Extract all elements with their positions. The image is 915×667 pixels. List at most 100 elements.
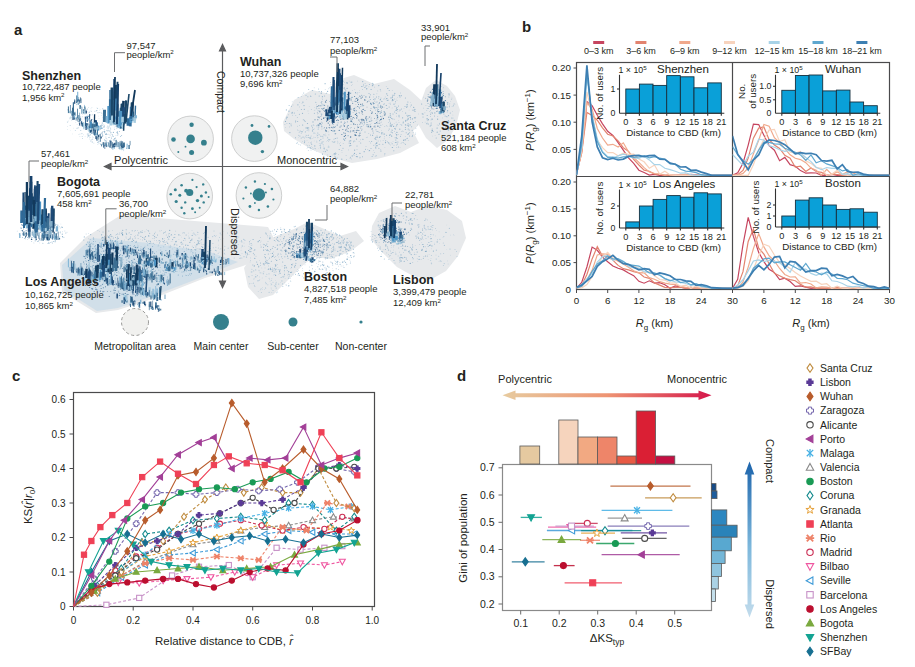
- svg-text:b: b: [522, 18, 531, 35]
- svg-text:9,696 km2: 9,696 km2: [240, 78, 283, 89]
- svg-text:0.7: 0.7: [480, 461, 495, 473]
- svg-text:Polycentric: Polycentric: [114, 154, 168, 166]
- svg-text:0.4: 0.4: [186, 615, 200, 626]
- svg-text:0–3 km: 0–3 km: [584, 46, 614, 56]
- svg-text:15–18 km: 15–18 km: [798, 46, 838, 56]
- svg-text:No. of users: No. of users: [594, 67, 605, 120]
- svg-text:0.2: 0.2: [52, 532, 66, 543]
- svg-text:1 × 105: 1 × 105: [619, 64, 648, 75]
- svg-text:d: d: [457, 367, 466, 384]
- svg-text:0.5: 0.5: [759, 95, 771, 105]
- svg-text:Rio: Rio: [820, 532, 836, 544]
- svg-text:12: 12: [633, 295, 644, 306]
- svg-text:Wuhan: Wuhan: [820, 390, 853, 402]
- svg-text:0: 0: [60, 601, 66, 612]
- svg-text:2: 2: [767, 200, 772, 210]
- svg-text:9: 9: [820, 117, 825, 127]
- svg-text:12: 12: [675, 232, 685, 242]
- svg-text:0.3: 0.3: [52, 498, 66, 509]
- svg-text:3: 3: [793, 231, 798, 241]
- svg-text:30: 30: [884, 295, 895, 306]
- svg-text:Malaga: Malaga: [820, 447, 855, 459]
- svg-text:Metropolitan area: Metropolitan area: [94, 340, 176, 352]
- svg-text:3–6 km: 3–6 km: [626, 46, 656, 56]
- svg-text:1: 1: [611, 84, 616, 94]
- svg-text:0: 0: [566, 284, 572, 295]
- svg-text:Atlanta: Atlanta: [820, 518, 853, 530]
- svg-text:0.5: 0.5: [52, 429, 66, 440]
- svg-text:Compact: Compact: [215, 71, 227, 113]
- svg-text:0.3: 0.3: [480, 570, 495, 582]
- svg-text:10,162,725 people: 10,162,725 people: [25, 289, 104, 300]
- svg-text:1 × 105: 1 × 105: [619, 179, 648, 190]
- svg-text:Distance to CBD (km): Distance to CBD (km): [626, 127, 721, 138]
- svg-text:Porto: Porto: [820, 433, 845, 445]
- svg-text:3: 3: [637, 117, 642, 127]
- svg-text:0.6: 0.6: [52, 394, 66, 405]
- svg-text:0: 0: [779, 117, 784, 127]
- svg-text:Distance to CBD (km): Distance to CBD (km): [782, 241, 877, 252]
- svg-text:458 km2: 458 km2: [57, 198, 92, 209]
- svg-text:9–12 km: 9–12 km: [712, 46, 747, 56]
- svg-text:Distance to CBD (km): Distance to CBD (km): [626, 242, 721, 253]
- svg-text:Seville: Seville: [820, 574, 851, 586]
- svg-text:Shenzhen: Shenzhen: [657, 63, 709, 75]
- svg-text:1: 1: [767, 211, 772, 221]
- svg-text:18: 18: [821, 295, 832, 306]
- svg-text:3: 3: [793, 117, 798, 127]
- svg-text:c: c: [12, 367, 20, 384]
- svg-text:Monocentric: Monocentric: [277, 154, 337, 166]
- svg-text:0.2: 0.2: [552, 617, 567, 629]
- svg-text:Santa Cruz: Santa Cruz: [820, 362, 873, 374]
- svg-text:0: 0: [767, 108, 772, 118]
- svg-text:0.1: 0.1: [52, 567, 66, 578]
- svg-text:Lisbon: Lisbon: [820, 376, 851, 388]
- svg-text:No.: No.: [736, 84, 747, 99]
- svg-text:Los Angeles: Los Angeles: [820, 603, 877, 615]
- svg-text:0.8: 0.8: [306, 615, 320, 626]
- svg-text:18: 18: [859, 231, 869, 241]
- svg-text:15: 15: [845, 231, 855, 241]
- svg-text:0: 0: [611, 108, 616, 118]
- svg-text:24: 24: [696, 295, 707, 306]
- svg-text:0.20: 0.20: [552, 62, 572, 73]
- svg-text:Barcelona: Barcelona: [820, 589, 867, 601]
- svg-text:Lisbon: Lisbon: [393, 273, 434, 287]
- svg-text:30: 30: [727, 295, 738, 306]
- svg-text:0.05: 0.05: [552, 144, 572, 155]
- svg-text:Wuhan: Wuhan: [825, 63, 861, 75]
- svg-text:6: 6: [605, 295, 611, 306]
- svg-text:1,956 km2: 1,956 km2: [22, 91, 65, 102]
- svg-text:1 × 105: 1 × 105: [775, 64, 804, 75]
- svg-text:Valencia: Valencia: [820, 461, 860, 473]
- svg-text:0: 0: [574, 295, 580, 306]
- svg-text:0.05: 0.05: [552, 257, 572, 268]
- svg-text:12: 12: [790, 295, 801, 306]
- svg-text:9: 9: [664, 117, 669, 127]
- svg-text:0.6: 0.6: [246, 615, 260, 626]
- svg-text:18: 18: [703, 117, 713, 127]
- svg-text:77,103: 77,103: [330, 34, 359, 45]
- svg-text:6: 6: [651, 117, 656, 127]
- svg-text:Los Angeles: Los Angeles: [653, 178, 716, 190]
- svg-text:people/km2: people/km2: [405, 199, 453, 210]
- svg-text:21: 21: [872, 231, 882, 241]
- svg-text:0.4: 0.4: [629, 617, 644, 629]
- svg-text:0: 0: [623, 232, 628, 242]
- svg-text:7,605,691 people: 7,605,691 people: [57, 188, 130, 199]
- svg-text:Coruna: Coruna: [820, 489, 855, 501]
- svg-text:people/km2: people/km2: [119, 208, 167, 219]
- svg-text:Boston: Boston: [304, 270, 347, 284]
- svg-text:15: 15: [689, 232, 699, 242]
- svg-text:6: 6: [807, 231, 812, 241]
- svg-text:Non-center: Non-center: [335, 340, 387, 352]
- svg-text:0: 0: [779, 231, 784, 241]
- svg-text:6: 6: [807, 117, 812, 127]
- svg-text:0.10: 0.10: [552, 117, 572, 128]
- svg-text:people/km2: people/km2: [330, 193, 378, 204]
- svg-text:Alicante: Alicante: [820, 419, 858, 431]
- svg-text:people/km2: people/km2: [41, 158, 89, 169]
- svg-text:0.5: 0.5: [480, 516, 495, 528]
- svg-text:people/km2: people/km2: [127, 48, 175, 59]
- svg-text:0.20: 0.20: [552, 176, 572, 187]
